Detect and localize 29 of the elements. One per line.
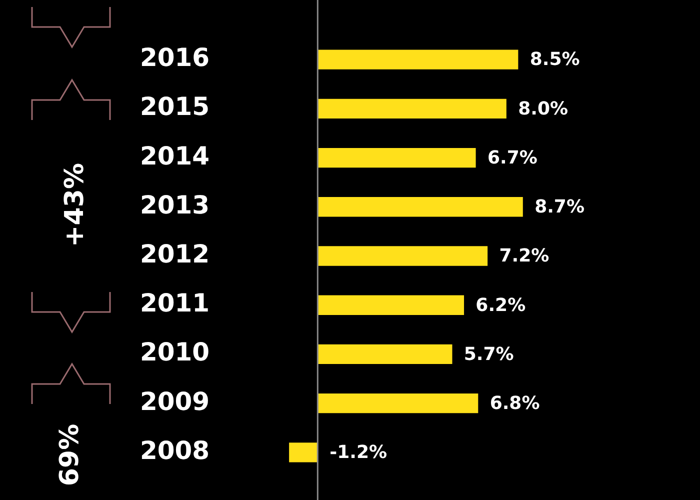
data-label: 5.7%	[464, 344, 514, 365]
bar	[317, 344, 452, 364]
data-label: 8.5%	[530, 49, 580, 70]
bar	[317, 50, 518, 70]
bar	[289, 442, 318, 462]
y-tick-label: 2009	[140, 386, 210, 416]
text: 69%	[55, 424, 86, 486]
bar	[317, 295, 464, 315]
data-label: 6.8%	[490, 393, 540, 414]
data-label: 6.2%	[476, 294, 526, 316]
bar	[317, 394, 478, 414]
bar	[317, 246, 488, 266]
y-tick-label: 2012	[140, 240, 210, 268]
data-label: -1.2%	[330, 442, 388, 464]
y-tick-label: 2013	[140, 190, 210, 220]
y-tick-label: 2014	[140, 141, 210, 170]
data-label: 7.2%	[499, 246, 550, 267]
y-tick-label: 2015	[140, 92, 210, 122]
y-tick-label: 2010	[140, 338, 210, 367]
data-label: 8.0%	[518, 98, 568, 120]
y-tick-label: 2008	[140, 436, 210, 465]
bar	[317, 197, 523, 217]
text: +43%	[60, 162, 90, 248]
y-tick-label: 2016	[140, 43, 210, 72]
y-tick-label: 2011	[140, 288, 210, 318]
bar	[317, 98, 506, 118]
bar	[317, 148, 476, 168]
data-label: 8.7%	[534, 196, 584, 218]
data-label: 6.7%	[487, 147, 538, 168]
